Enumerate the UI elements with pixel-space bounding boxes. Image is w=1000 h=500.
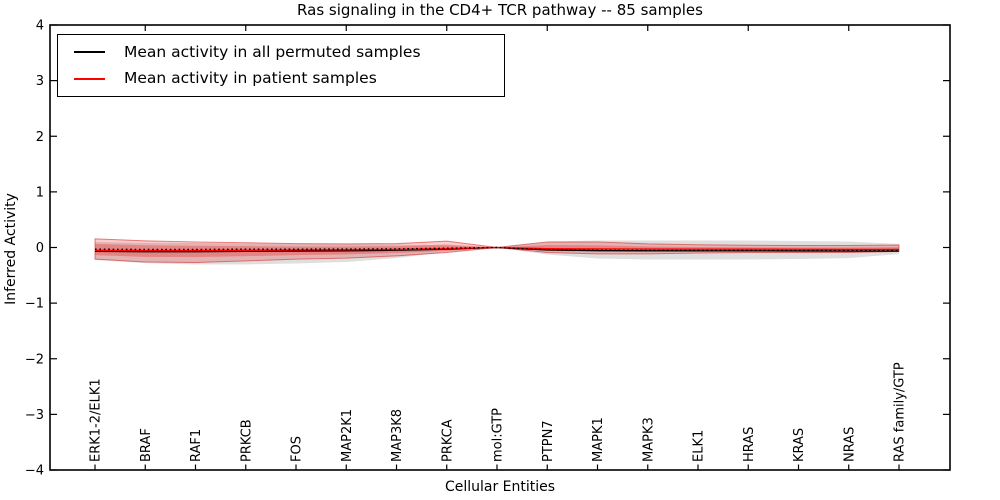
x-tick-label: ELK1 <box>692 430 707 462</box>
legend-line-patient-icon <box>74 77 105 80</box>
line-patient-mean <box>94 246 899 252</box>
y-axis-label: Inferred Activity <box>3 193 19 305</box>
x-tick-label: MAPK1 <box>591 417 606 462</box>
chart-title: Ras signaling in the CD4+ TCR pathway --… <box>297 1 703 19</box>
x-tick-label: KRAS <box>792 428 807 462</box>
y-tick-label: −1 <box>25 297 44 312</box>
legend-label-permuted: Mean activity in all permuted samples <box>124 42 421 61</box>
x-axis-label: Cellular Entities <box>444 479 556 495</box>
legend-line-permuted-icon <box>74 51 105 54</box>
y-tick-label: −2 <box>25 352 44 367</box>
y-tick-label: 3 <box>36 74 44 89</box>
x-tick-label: BRAF <box>139 428 154 462</box>
x-tick-label: PRKCA <box>440 419 455 462</box>
y-tick-label: −4 <box>25 464 44 479</box>
x-tick-label: FOS <box>290 436 305 462</box>
permuted-samples-band <box>95 240 899 265</box>
x-tick-label: mol:GTP <box>491 408 506 462</box>
x-tick-label: MAPK3 <box>641 417 656 462</box>
x-tick-label: RAS family/GTP <box>893 362 908 462</box>
legend-entry-permuted: Mean activity in all permuted samples <box>74 42 504 61</box>
patient-samples-band-inner <box>95 243 899 258</box>
line-dotted-reference <box>94 246 899 252</box>
y-tick-label: 2 <box>36 130 44 145</box>
x-tick-label: RAF1 <box>189 429 204 462</box>
y-tick-label: −3 <box>25 408 44 423</box>
x-tick-label: PRKCB <box>239 419 254 462</box>
x-tick-label: NRAS <box>842 427 857 462</box>
y-tick-label: 4 <box>36 19 44 34</box>
y-tick-label: 1 <box>36 185 44 200</box>
x-tick-label: MAP3K8 <box>390 409 405 462</box>
legend-label-patient: Mean activity in patient samples <box>124 69 377 87</box>
y-tick-label: 0 <box>36 241 44 256</box>
x-tick-label: MAP2K1 <box>340 409 355 462</box>
x-tick-label: PTPN7 <box>541 420 556 462</box>
legend-entry-patient: Mean activity in patient samples <box>74 69 504 87</box>
x-tick-label: HRAS <box>742 427 757 462</box>
legend: Mean activity in all permuted samples Me… <box>57 34 505 97</box>
x-tick-label: ERK1-2/ELK1 <box>89 378 104 462</box>
